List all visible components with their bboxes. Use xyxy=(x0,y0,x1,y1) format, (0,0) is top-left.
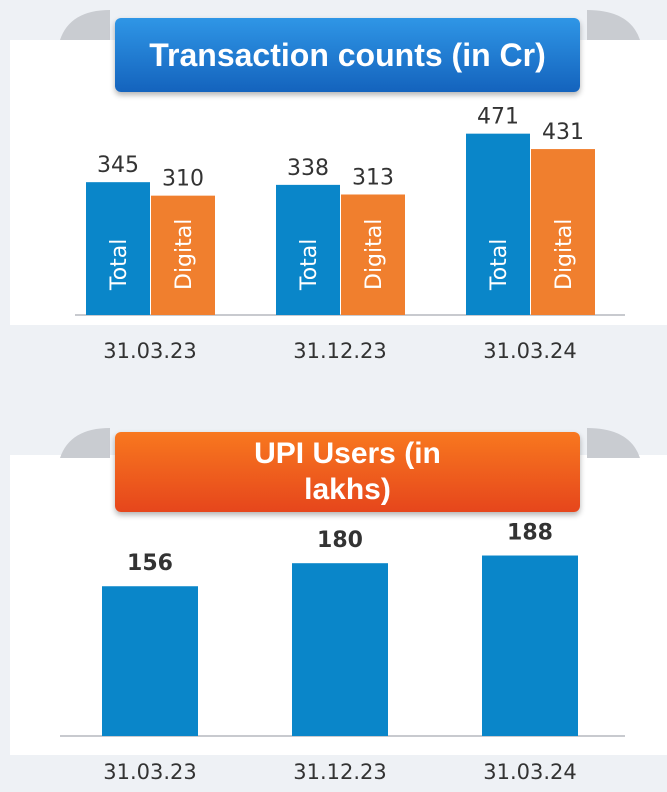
bar xyxy=(341,194,405,315)
bar xyxy=(102,586,198,736)
series-label: Digital xyxy=(552,219,577,290)
x-tick-label: 31.03.24 xyxy=(483,339,577,363)
data-label: 338 xyxy=(287,156,329,181)
x-tick-label: 31.03.24 xyxy=(483,760,577,784)
x-tick-label: 31.03.23 xyxy=(103,760,197,784)
series-label: Total xyxy=(297,239,322,291)
series-label: Digital xyxy=(362,219,387,290)
data-label: 313 xyxy=(352,165,394,190)
data-label: 431 xyxy=(542,120,584,145)
data-label: 345 xyxy=(97,153,139,178)
data-label: 310 xyxy=(162,167,204,192)
x-tick-label: 31.12.23 xyxy=(293,760,387,784)
bar xyxy=(151,195,215,315)
series-label: Digital xyxy=(172,219,197,290)
bar xyxy=(276,184,340,315)
x-tick-label: 31.03.23 xyxy=(103,339,197,363)
bar xyxy=(531,149,595,315)
data-label: 188 xyxy=(507,521,553,546)
data-label: 180 xyxy=(317,528,363,553)
bar xyxy=(482,555,578,736)
chart-title: UPI Users (in lakhs) xyxy=(115,432,580,512)
series-label: Total xyxy=(107,239,132,291)
bar xyxy=(86,182,150,315)
data-label: 156 xyxy=(127,551,173,576)
bar xyxy=(292,563,388,736)
series-label: Total xyxy=(487,239,512,291)
bar xyxy=(466,133,530,315)
chart-title: Transaction counts (in Cr) xyxy=(115,18,580,92)
x-tick-label: 31.12.23 xyxy=(293,339,387,363)
data-label: 471 xyxy=(477,105,519,130)
